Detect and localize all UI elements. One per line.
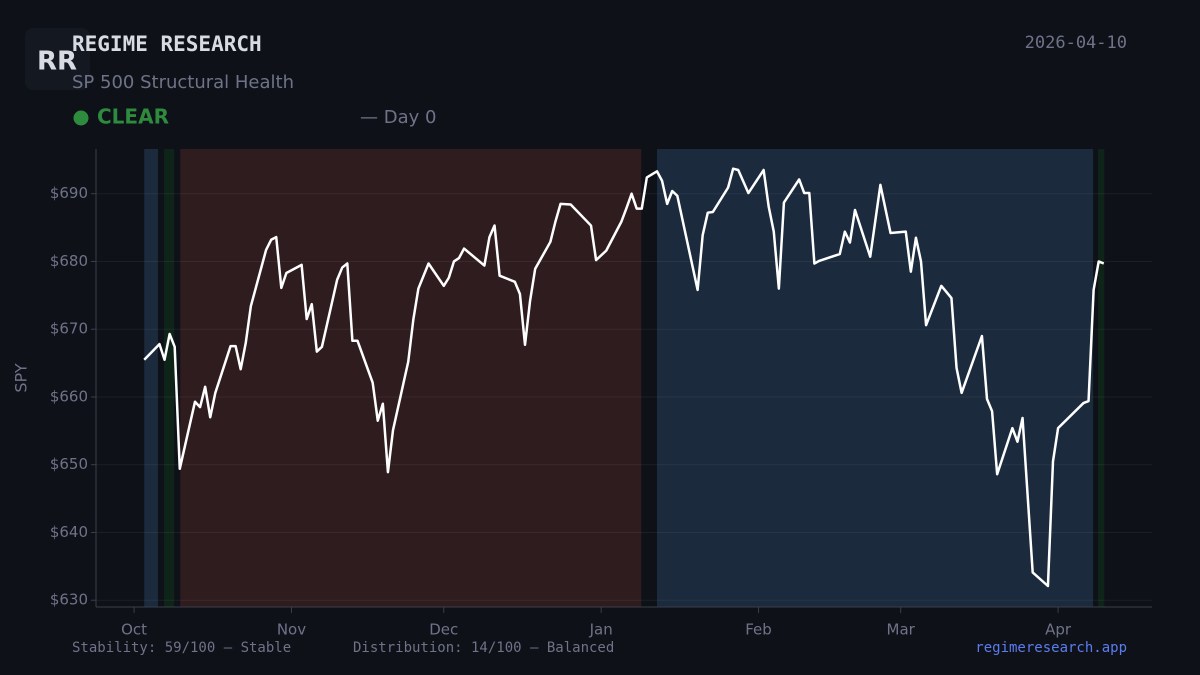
y-tick-label: $690 <box>50 184 88 202</box>
distribution: Distribution: 14/100 — Balanced <box>353 640 614 656</box>
x-tick-label: Feb <box>745 621 772 639</box>
date: 2026-04-10 <box>1025 33 1127 53</box>
price-line <box>143 167 1105 588</box>
brand-title: REGIME RESEARCH <box>72 32 262 56</box>
y-tick-label: $630 <box>50 591 88 609</box>
regime-band <box>164 149 175 607</box>
y-tick-label: $650 <box>50 455 88 473</box>
status-dot <box>73 110 89 126</box>
x-tick-label: Apr <box>1045 621 1072 639</box>
status: CLEAR <box>97 105 169 129</box>
regime-band <box>1098 149 1105 607</box>
day-count: — Day 0 <box>360 107 436 128</box>
y-tick-label: $670 <box>50 320 88 338</box>
logo: RR <box>37 47 77 77</box>
regime-band <box>144 149 158 607</box>
y-tick-label: $680 <box>50 252 88 270</box>
site-link[interactable]: regimeresearch.app <box>975 640 1127 656</box>
regime-band <box>180 149 642 607</box>
logo-box <box>25 28 90 90</box>
subtitle: SP 500 Structural Health <box>72 72 294 93</box>
y-axis-label: SPY <box>12 363 31 392</box>
y-tick-label: $660 <box>50 387 88 405</box>
stability: Stability: 59/100 — Stable <box>72 640 291 656</box>
plot: $630 $640 $650 $660 $670 $680 $690 Oct Nov Dec Jan… <box>50 149 1152 639</box>
x-tick-label: Mar <box>887 621 916 639</box>
x-tick-label: Oct <box>121 621 147 639</box>
y-tick-label: $640 <box>50 523 88 541</box>
x-tick-label: Dec <box>429 621 458 639</box>
x-tick-label: Jan <box>589 621 613 639</box>
x-tick-label: Nov <box>277 621 306 639</box>
